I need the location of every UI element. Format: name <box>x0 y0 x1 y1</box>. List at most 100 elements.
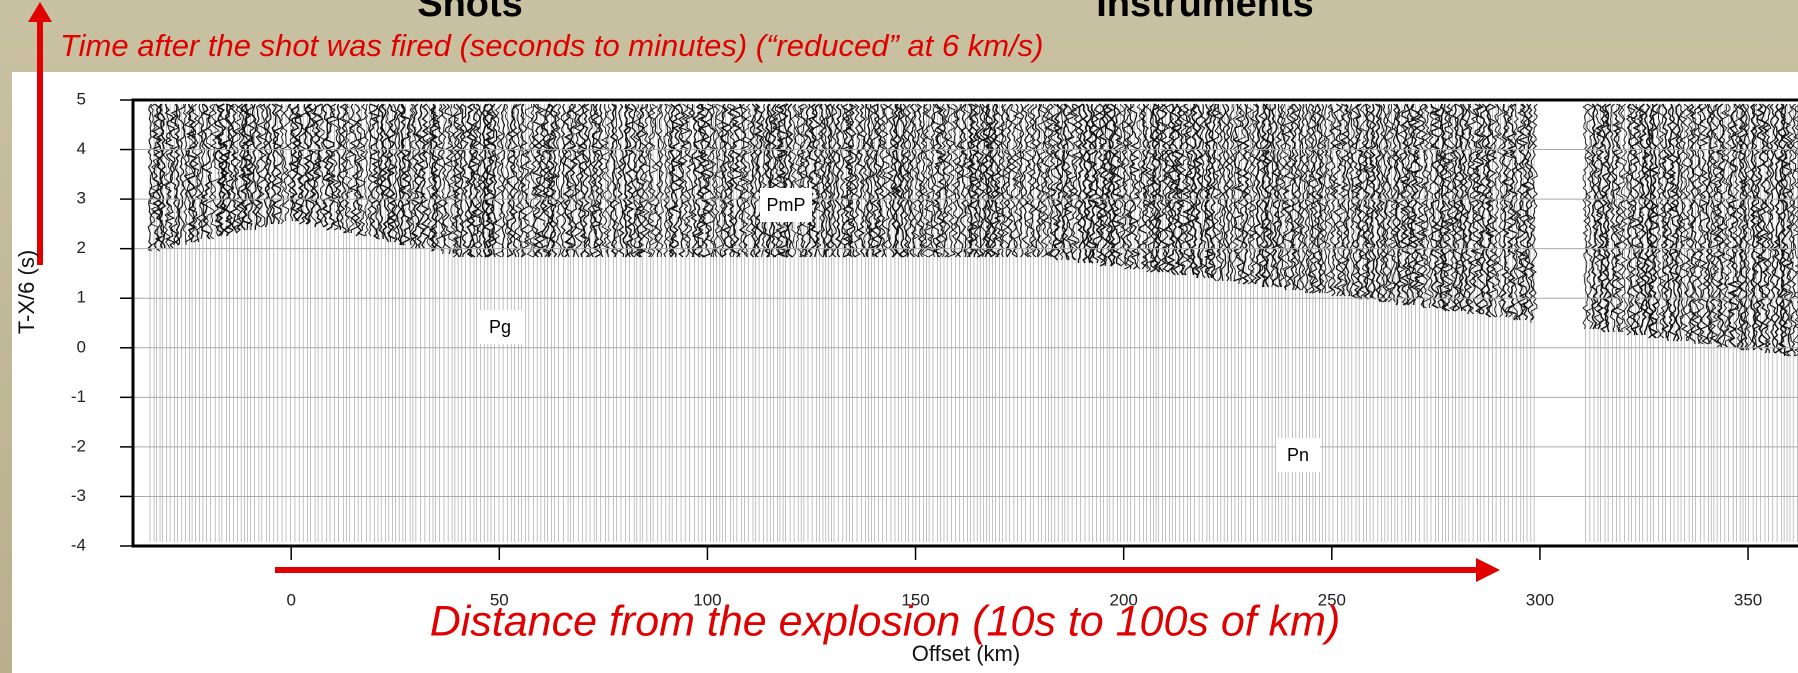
trace-wiggle <box>1634 103 1645 336</box>
trace-wiggle <box>1136 103 1143 270</box>
trace-wiggle <box>568 103 579 258</box>
trace-wiggle <box>410 103 421 249</box>
trace-wiggle <box>1459 103 1465 312</box>
trace-wiggle <box>1012 103 1023 258</box>
trace-wiggle <box>229 103 238 234</box>
trace-wiggle <box>923 103 935 258</box>
trace-wiggle <box>491 103 498 258</box>
trace-wiggle <box>760 103 767 258</box>
trace-wiggle <box>664 103 673 258</box>
y-tick-label: 1 <box>77 288 86 307</box>
plot-frame <box>131 98 1798 548</box>
trace-wiggle <box>236 103 246 231</box>
trace-wiggle <box>930 103 936 258</box>
trace-wiggle <box>685 103 695 258</box>
trace-wiggle <box>392 103 399 243</box>
trace-wiggle <box>1020 103 1031 258</box>
trace-wiggle <box>1626 103 1637 336</box>
trace-wiggle <box>550 103 559 258</box>
trace-wiggle <box>190 103 201 243</box>
x-tick-label: 100 <box>693 590 721 609</box>
x-tick-label: 200 <box>1109 590 1137 609</box>
trace-wiggle <box>1394 103 1402 306</box>
trace-wiggle <box>1324 103 1334 294</box>
trace-wiggle <box>1166 103 1178 276</box>
y-tick-label: -1 <box>71 387 86 406</box>
trace-wiggle <box>726 103 735 258</box>
trace-wiggle <box>1241 103 1250 285</box>
trace-wiggle <box>177 103 186 246</box>
trace-wiggle <box>1745 103 1753 351</box>
trace-wiggle <box>894 103 903 258</box>
trace-wiggle <box>573 103 584 258</box>
trace-wiggle <box>294 103 305 222</box>
trace-wiggle <box>617 103 625 258</box>
trace-wiggle <box>1461 103 1470 312</box>
trace-wiggle <box>790 103 798 258</box>
trace-wiggle <box>399 103 407 246</box>
trace-wiggle <box>363 103 369 237</box>
trace-wiggle <box>1500 103 1510 318</box>
trace-wiggle <box>174 103 181 246</box>
trace-wiggle <box>1661 103 1671 339</box>
trace-wiggle <box>375 103 381 240</box>
trace-wiggle <box>541 104 553 258</box>
trace-wiggle <box>420 103 430 249</box>
trace-wiggle <box>514 103 523 258</box>
trace-wiggle <box>590 103 604 258</box>
trace-wiggle <box>1128 103 1142 270</box>
x-tick-label: 150 <box>901 590 929 609</box>
trace-wiggle <box>1779 103 1789 357</box>
trace-wiggle <box>206 103 216 240</box>
trace-wiggle <box>1384 103 1392 303</box>
trace-wiggle <box>380 103 391 243</box>
trace-wiggle <box>942 103 952 258</box>
trace-wiggle <box>905 103 912 258</box>
trace-wiggle <box>1667 103 1680 342</box>
trace-wiggle <box>470 103 482 258</box>
trace-wiggle <box>1768 103 1777 354</box>
trace-wiggle <box>730 104 743 258</box>
phase-label: Pn <box>1276 438 1320 472</box>
y-axis-label: T-X/6 (s) <box>14 250 39 334</box>
trace-wiggle <box>946 103 957 258</box>
trace-wiggle <box>1479 103 1489 315</box>
trace-wiggle <box>763 103 772 258</box>
trace-wiggle <box>1751 103 1761 351</box>
trace-wiggle <box>1126 103 1135 270</box>
trace-wiggle <box>355 103 367 237</box>
trace-wiggle <box>844 103 855 258</box>
trace-wiggle <box>447 103 457 255</box>
trace-wiggle <box>1047 103 1057 258</box>
trace-wiggle <box>1513 103 1520 321</box>
trace-wiggle <box>710 103 717 258</box>
trace-wiggle <box>806 103 818 258</box>
trace-wiggle <box>560 103 567 258</box>
trace-wiggle <box>680 103 691 258</box>
trace-wiggle <box>1329 103 1337 297</box>
y-tick-label: 4 <box>77 139 86 158</box>
trace-wiggle <box>1005 103 1014 258</box>
trace-wiggle <box>1144 103 1156 273</box>
trace-wiggle <box>719 103 732 258</box>
trace-wiggle <box>1260 103 1270 288</box>
trace-wiggle <box>465 103 474 258</box>
trace-wiggle <box>1105 103 1115 267</box>
trace-wiggle <box>342 103 351 234</box>
trace-wiggle <box>279 103 286 225</box>
trace-wiggle <box>1066 103 1078 261</box>
trace-wiggle <box>990 103 1001 258</box>
x-axis-label: Offset (km) <box>912 641 1020 666</box>
trace-wiggle <box>1318 103 1326 293</box>
trace-wiggle <box>1103 103 1111 267</box>
trace-wiggle <box>1090 103 1103 264</box>
trace-wiggle <box>1315 103 1324 294</box>
trace-wiggle <box>1296 103 1303 291</box>
trace-wiggle <box>621 103 629 258</box>
trace-wiggle <box>869 103 880 258</box>
trace-wiggle <box>1034 103 1042 258</box>
trace-wiggle <box>834 103 842 258</box>
trace-wiggle <box>767 103 774 257</box>
trace-wiggle <box>1340 103 1350 297</box>
trace-wiggle <box>286 103 295 222</box>
